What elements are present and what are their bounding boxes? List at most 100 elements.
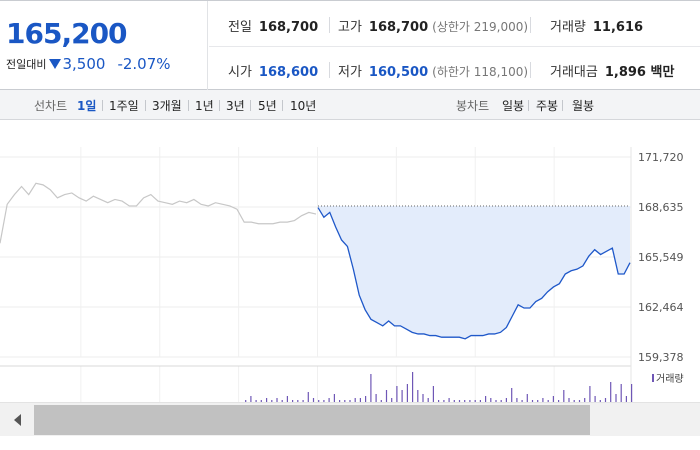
volume-bar bbox=[521, 400, 523, 402]
horizontal-scrollbar[interactable] bbox=[0, 402, 700, 436]
period-3m[interactable]: 3개월 bbox=[152, 99, 182, 113]
series-line-today bbox=[317, 207, 631, 340]
period-10y[interactable]: 10년 bbox=[290, 99, 317, 113]
volume-legend-label: 거래량 bbox=[656, 373, 684, 385]
change-row: 전일대비 3,500 -2.07% bbox=[6, 55, 171, 73]
candle-weekly[interactable]: 주봉 bbox=[536, 99, 559, 113]
period-5y[interactable]: 5년 bbox=[258, 99, 277, 113]
scroll-thumb[interactable] bbox=[34, 405, 590, 435]
y-tick-label: 162,464 bbox=[638, 301, 684, 314]
volume-bar bbox=[281, 400, 283, 402]
volume-bar bbox=[537, 400, 539, 402]
volume-bar bbox=[568, 398, 570, 402]
volume-bar bbox=[245, 400, 247, 402]
stat-label: 저가 bbox=[338, 65, 362, 80]
volume-bar bbox=[563, 390, 565, 402]
stat-volume: 거래량 11,616 bbox=[550, 16, 643, 35]
stat-value: 168,700 bbox=[368, 20, 429, 35]
volume-bar bbox=[333, 394, 335, 402]
scroll-left-button[interactable] bbox=[0, 403, 34, 437]
volume-bar bbox=[453, 400, 455, 402]
volume-bar bbox=[276, 398, 278, 402]
volume-bar bbox=[385, 390, 388, 402]
volume-bar bbox=[495, 400, 497, 402]
toolbar-separator bbox=[102, 100, 103, 111]
down-triangle-icon bbox=[49, 59, 62, 69]
volume-bar bbox=[490, 398, 492, 402]
toolbar-separator bbox=[562, 100, 563, 111]
period-3y[interactable]: 3년 bbox=[226, 99, 245, 113]
quote-summary: 165,200 전일대비 3,500 -2.07% 전일 168,700 고가 … bbox=[0, 0, 700, 90]
volume-bar bbox=[594, 396, 596, 402]
change-percent: -2.07% bbox=[117, 55, 171, 73]
volume-bar bbox=[302, 400, 304, 402]
volume-legend-icon bbox=[652, 374, 654, 382]
volume-bar bbox=[464, 400, 466, 402]
current-price-box: 165,200 전일대비 3,500 -2.07% bbox=[0, 1, 208, 90]
volume-bar bbox=[474, 400, 476, 402]
volume-bar bbox=[297, 400, 299, 402]
stat-value: 11,616 bbox=[592, 20, 644, 35]
series-line-previous bbox=[0, 182, 317, 244]
toolbar-separator bbox=[145, 100, 146, 111]
volume-bar bbox=[604, 398, 607, 402]
stat-value: 1,896 백만 bbox=[604, 65, 675, 80]
volume-bar bbox=[573, 400, 575, 402]
line-chart-label: 선차트 bbox=[34, 99, 68, 113]
volume-bar bbox=[328, 398, 330, 402]
period-1y[interactable]: 1년 bbox=[195, 99, 214, 113]
scroll-left-arrow-icon bbox=[13, 414, 21, 426]
volume-bar bbox=[578, 400, 581, 402]
volume-bar bbox=[412, 372, 414, 402]
volume-bar bbox=[469, 400, 471, 402]
stat-label: 시가 bbox=[228, 65, 252, 80]
volume-bar bbox=[339, 400, 341, 402]
volume-bar bbox=[589, 386, 591, 402]
volume-bar bbox=[438, 400, 440, 402]
volume-bar bbox=[631, 384, 633, 402]
stat-value: 168,600 bbox=[258, 65, 319, 80]
stat-upper-limit: (상한가 219,000) bbox=[432, 20, 529, 34]
y-tick-label: 159,378 bbox=[638, 351, 684, 364]
volume-bar bbox=[406, 384, 408, 402]
volume-bar bbox=[458, 400, 461, 402]
volume-bar bbox=[625, 396, 627, 402]
volume-bar bbox=[266, 398, 268, 402]
volume-bar bbox=[292, 400, 294, 402]
y-tick-label: 168,635 bbox=[638, 201, 684, 214]
stat-separator bbox=[530, 17, 531, 33]
volume-bar bbox=[359, 398, 361, 402]
change-amount: 3,500 bbox=[62, 55, 106, 73]
current-price: 165,200 bbox=[6, 17, 128, 50]
y-tick-label: 165,549 bbox=[638, 251, 684, 264]
volume-bar bbox=[323, 400, 325, 402]
volume-bar bbox=[422, 394, 424, 402]
volume-bar bbox=[505, 398, 507, 402]
stat-turnover: 거래대금 1,896 백만 bbox=[550, 61, 674, 80]
volume-bar bbox=[448, 398, 450, 402]
volume-bar bbox=[380, 400, 382, 402]
stat-lower-limit: (하한가 118,100) bbox=[432, 65, 529, 79]
volume-bar bbox=[479, 400, 481, 402]
candle-monthly[interactable]: 월봉 bbox=[572, 99, 595, 113]
volume-bar bbox=[485, 396, 487, 402]
price-chart: 171,720 168,635 165,549 162,464 159,378 거래량 bbox=[0, 147, 684, 402]
volume-bar bbox=[526, 394, 528, 402]
volume-bar bbox=[349, 400, 351, 402]
volume-bar bbox=[307, 392, 309, 402]
volume-bar bbox=[312, 398, 315, 402]
volume-bar bbox=[286, 396, 288, 402]
volume-bar bbox=[443, 400, 445, 402]
stat-high: 고가 168,700 (상한가 219,000) bbox=[338, 16, 528, 35]
y-tick-label: 171,720 bbox=[638, 151, 684, 164]
period-1d[interactable]: 1일 bbox=[77, 99, 97, 113]
candle-daily[interactable]: 일봉 bbox=[502, 99, 525, 113]
volume-bar bbox=[552, 396, 554, 402]
stats-divider bbox=[209, 46, 700, 47]
toolbar-separator bbox=[219, 100, 220, 111]
period-toolbar: 선차트 1일 1주일 3개월 1년 3년 5년 10년 봉차트 일봉 주봉 월봉 bbox=[0, 90, 700, 120]
series-area-today bbox=[318, 205, 630, 339]
volume-bar bbox=[511, 388, 513, 402]
period-1w[interactable]: 1주일 bbox=[109, 99, 139, 113]
